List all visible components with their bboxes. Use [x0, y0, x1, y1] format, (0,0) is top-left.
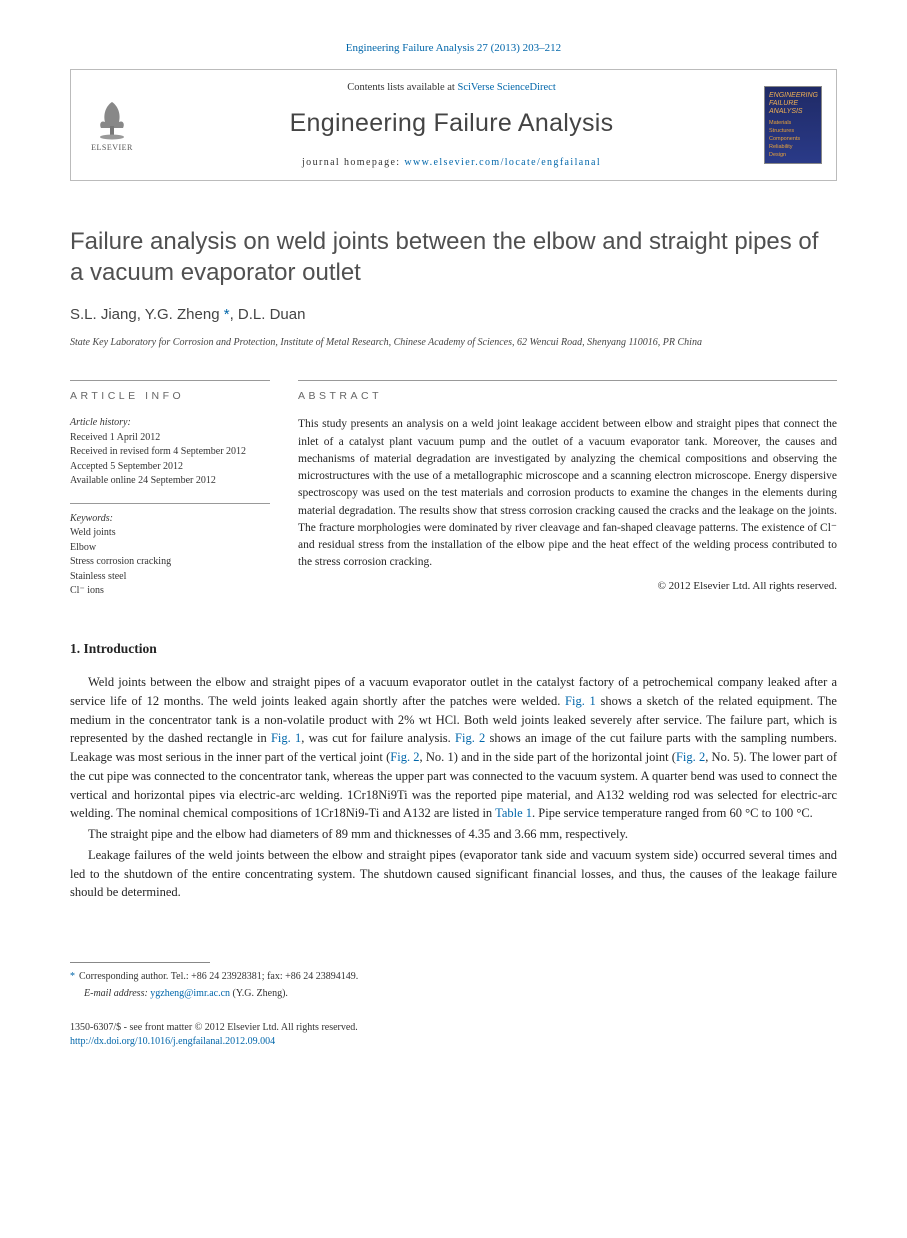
info-divider — [70, 503, 270, 504]
journal-homepage-line: journal homepage: www.elsevier.com/locat… — [153, 155, 750, 170]
issn-line: 1350-6307/$ - see front matter © 2012 El… — [70, 1021, 837, 1035]
cover-item: Materials — [769, 120, 817, 127]
elsevier-tree-icon — [91, 96, 133, 140]
article-history-block: Article history: Received 1 April 2012 R… — [70, 416, 270, 489]
elsevier-logo-text: ELSEVIER — [91, 142, 133, 154]
corr-email-link[interactable]: ygzheng@imr.ac.cn — [150, 988, 230, 999]
abstract-text: This study presents an analysis on a wel… — [298, 416, 837, 571]
cover-title: ENGINEERING FAILURE ANALYSIS — [769, 92, 817, 116]
authors-line: S.L. Jiang, Y.G. Zheng *, D.L. Duan — [70, 304, 837, 327]
article-title: Failure analysis on weld joints between … — [70, 226, 837, 288]
footer-divider — [70, 962, 210, 963]
cover-item: Reliability — [769, 144, 817, 151]
article-info-heading: ARTICLE INFO — [70, 380, 270, 405]
elsevier-logo: ELSEVIER — [85, 95, 139, 155]
header-center: Contents lists available at SciVerse Sci… — [153, 80, 750, 170]
sciencedirect-link[interactable]: SciVerse ScienceDirect — [457, 82, 555, 93]
journal-homepage-link[interactable]: www.elsevier.com/locate/engfailanal — [404, 157, 601, 168]
email-author: (Y.G. Zheng). — [233, 988, 288, 999]
intro-paragraph-3: Leakage failures of the weld joints betw… — [70, 846, 837, 902]
keyword: Cl⁻ ions — [70, 584, 270, 599]
keyword: Weld joints — [70, 526, 270, 541]
info-abstract-columns: ARTICLE INFO Article history: Received 1… — [70, 380, 837, 599]
corresponding-author-line: * Corresponding author. Tel.: +86 24 2392… — [70, 969, 837, 984]
history-title: Article history: — [70, 416, 270, 431]
abstract-column: ABSTRACT This study presents an analysis… — [298, 380, 837, 599]
history-accepted: Accepted 5 September 2012 — [70, 460, 270, 475]
email-label: E-mail address: — [84, 988, 148, 999]
contents-prefix: Contents lists available at — [347, 82, 457, 93]
email-line: E-mail address: ygzheng@imr.ac.cn (Y.G. … — [70, 986, 837, 1001]
keywords-block: Keywords: Weld joints Elbow Stress corro… — [70, 512, 270, 599]
intro-heading: 1. Introduction — [70, 639, 837, 659]
doi-link[interactable]: http://dx.doi.org/10.1016/j.engfailanal.… — [70, 1036, 275, 1047]
history-received: Received 1 April 2012 — [70, 431, 270, 446]
keyword: Stainless steel — [70, 570, 270, 585]
page-footer: * Corresponding author. Tel.: +86 24 2392… — [70, 962, 837, 1049]
abstract-heading: ABSTRACT — [298, 380, 837, 405]
journal-header-box: ELSEVIER Contents lists available at Sci… — [70, 69, 837, 181]
history-online: Available online 24 September 2012 — [70, 474, 270, 489]
homepage-prefix: journal homepage: — [302, 157, 404, 168]
intro-paragraph-1: Weld joints between the elbow and straig… — [70, 673, 837, 823]
keyword: Stress corrosion cracking — [70, 555, 270, 570]
corr-star-icon: * — [70, 971, 75, 982]
history-revised: Received in revised form 4 September 201… — [70, 445, 270, 460]
intro-paragraph-2: The straight pipe and the elbow had diam… — [70, 825, 837, 844]
cover-item: Design — [769, 152, 817, 159]
cover-item: Components — [769, 136, 817, 143]
journal-cover-thumbnail: ENGINEERING FAILURE ANALYSIS Materials S… — [764, 86, 822, 164]
corr-text: Corresponding author. Tel.: +86 24 23928… — [79, 971, 358, 982]
keyword: Elbow — [70, 541, 270, 556]
affiliation: State Key Laboratory for Corrosion and P… — [70, 335, 837, 350]
cover-item: Structures — [769, 128, 817, 135]
article-info-column: ARTICLE INFO Article history: Received 1… — [70, 380, 270, 599]
keywords-title: Keywords: — [70, 513, 113, 524]
journal-reference: Engineering Failure Analysis 27 (2013) 2… — [70, 40, 837, 57]
footer-bottom: 1350-6307/$ - see front matter © 2012 El… — [70, 1021, 837, 1049]
journal-name: Engineering Failure Analysis — [153, 105, 750, 143]
contents-available-line: Contents lists available at SciVerse Sci… — [153, 80, 750, 96]
abstract-copyright: © 2012 Elsevier Ltd. All rights reserved… — [298, 578, 837, 595]
